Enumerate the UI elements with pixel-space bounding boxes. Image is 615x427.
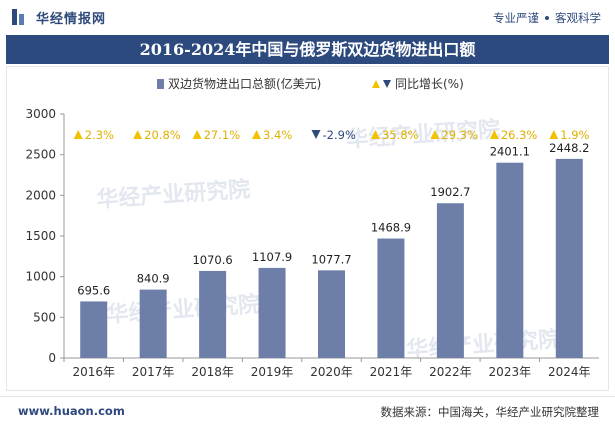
slogan-left: 专业严谨 [493, 11, 539, 25]
title-band: 2016-2024年中国与俄罗斯双边货物进出口额 [6, 35, 609, 64]
value-label: 1902.7 [430, 185, 470, 199]
slogan-right: 客观科学 [555, 11, 601, 25]
y-tick-label: 500 [33, 310, 56, 324]
bar-2[interactable] [139, 289, 167, 358]
website-link[interactable]: www.huaon.com [18, 404, 125, 418]
growth-down-triangle-icon [311, 130, 321, 139]
x-tick-label: 2019年 [251, 365, 294, 379]
y-tick-label: 2500 [25, 148, 56, 162]
value-label: 2448.2 [549, 141, 589, 155]
x-tick-label: 2017年 [132, 365, 175, 379]
legend-bar-swatch-icon [157, 79, 164, 89]
x-tick-label: 2016年 [72, 365, 115, 379]
slogan-dot-icon [545, 16, 549, 20]
x-tick-label: 2018年 [191, 365, 234, 379]
value-label: 1107.9 [252, 250, 292, 264]
growth-up-triangle-icon [549, 130, 559, 139]
slogan: 专业严谨 客观科学 [493, 10, 601, 26]
brand-logo-icon [12, 9, 30, 25]
value-label: 2401.1 [490, 145, 530, 159]
legend-down-triangle-icon [383, 80, 391, 88]
brand-name: 华经情报网 [36, 11, 107, 27]
value-label: 1070.6 [192, 253, 232, 267]
growth-label: 35.8% [382, 128, 419, 142]
bar-7[interactable] [436, 203, 464, 358]
bar-6[interactable] [377, 238, 405, 358]
watermark-text: 华经产业研究院 [106, 291, 261, 328]
bar-chart: 华经产业研究院华经产业研究院华经产业研究院华经产业研究院双边货物进出口总额(亿美… [25, 76, 599, 379]
brand[interactable]: 华经情报网 [12, 8, 107, 27]
growth-label: 1.9% [560, 128, 589, 142]
x-tick-label: 2020年 [310, 365, 353, 379]
value-label: 1468.9 [371, 221, 411, 235]
x-tick-label: 2022年 [429, 365, 472, 379]
chart-frame: 华经产业研究院 华经产业研究院 华经产业研究院 华经产业研究院 双边货物进出口总额(亿美… [6, 66, 609, 391]
y-tick-label: 1500 [25, 229, 56, 243]
growth-up-triangle-icon [430, 130, 440, 139]
growth-label: 2.3% [85, 128, 114, 142]
value-label: 1077.7 [311, 252, 351, 266]
legend-up-triangle-icon [372, 80, 380, 88]
y-tick-label: 3000 [25, 107, 56, 121]
footer: www.huaon.com 数据来源：中国海关，华经产业研究院整理 [0, 396, 615, 427]
bar-3[interactable] [199, 270, 227, 358]
bar-5[interactable] [318, 270, 345, 358]
top-bar: 华经情报网 专业严谨 客观科学 [0, 0, 615, 34]
growth-label: 26.3% [501, 128, 538, 142]
y-tick-label: 1000 [25, 270, 56, 284]
bar-9[interactable] [555, 158, 583, 358]
y-tick-label: 0 [48, 351, 56, 365]
growth-label: -2.9% [323, 128, 356, 142]
value-label: 695.6 [77, 283, 110, 297]
data-source: 数据来源：中国海关，华经产业研究院整理 [380, 405, 600, 419]
growth-label: 3.4% [263, 128, 292, 142]
growth-up-triangle-icon [370, 130, 380, 139]
watermark-text: 华经产业研究院 [406, 326, 561, 363]
bar-1[interactable] [80, 301, 108, 358]
bar-4[interactable] [258, 267, 286, 358]
legend-bar-label: 双边货物进出口总额(亿美元) [168, 76, 321, 91]
watermark-text: 华经产业研究院 [96, 176, 251, 213]
growth-label: 27.1% [204, 128, 241, 142]
growth-up-triangle-icon [252, 130, 262, 139]
y-tick-label: 2000 [25, 188, 56, 202]
x-tick-label: 2023年 [489, 365, 532, 379]
value-label: 840.9 [137, 272, 170, 286]
bar-8[interactable] [496, 162, 524, 358]
x-tick-label: 2021年 [370, 365, 413, 379]
x-tick-label: 2024年 [548, 365, 591, 379]
growth-up-triangle-icon [489, 130, 499, 139]
legend-growth-label: 同比增长(%) [395, 77, 464, 91]
growth-up-triangle-icon [192, 130, 202, 139]
chart-title: 2016-2024年中国与俄罗斯双边货物进出口额 [139, 40, 476, 59]
growth-up-triangle-icon [133, 130, 143, 139]
growth-label: 20.8% [144, 128, 181, 142]
growth-up-triangle-icon [73, 130, 83, 139]
growth-label: 29.3% [441, 128, 478, 142]
